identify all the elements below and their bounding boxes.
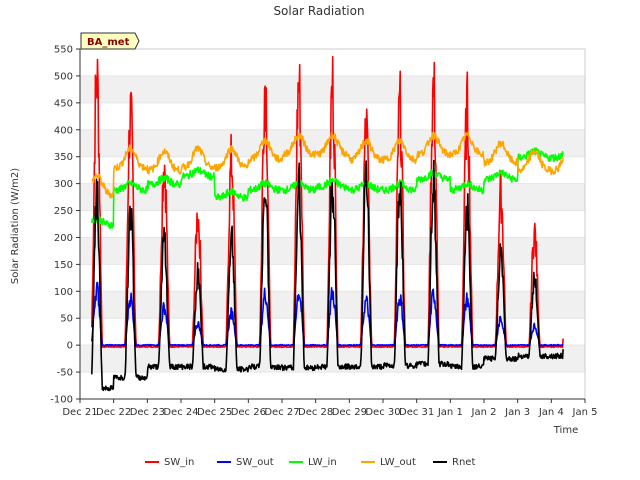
series-layer [91, 55, 564, 392]
x-tick-label: Dec 29 [332, 407, 367, 418]
station-badge: BA_met [80, 32, 140, 50]
legend: SW_in SW_out LW_in LW_out Rnet [145, 457, 475, 468]
x-tick-label: Dec 24 [163, 407, 198, 418]
y-tick-label: 550 [54, 45, 73, 56]
legend-label: Rnet [452, 457, 475, 468]
y-axis-label: Solar Radiation (W/m2) [10, 168, 21, 284]
x-tick-label: Jan 2 [471, 407, 497, 418]
station-badge-label: BA_met [87, 37, 130, 48]
plot-band [80, 237, 585, 265]
y-tick-label: -50 [57, 368, 73, 379]
y-tick-label: 300 [54, 179, 73, 190]
x-tick-label: Jan 3 [504, 407, 530, 418]
y-tick-label: 0 [67, 341, 73, 352]
x-tick-label: Dec 23 [130, 407, 165, 418]
legend-item: SW_in [145, 457, 194, 468]
y-tick-label: 150 [54, 260, 73, 271]
legend-label: SW_out [236, 457, 274, 468]
series-line-lw-out [91, 131, 564, 199]
legend-item: LW_out [361, 457, 416, 468]
y-tick-label: -100 [50, 395, 73, 406]
x-tick-label: Dec 31 [399, 407, 434, 418]
y-tick-label: 450 [54, 98, 73, 109]
legend-item: Rnet [433, 457, 475, 468]
x-tick-label: Dec 30 [365, 407, 400, 418]
legend-label: LW_in [308, 457, 337, 468]
y-tick-label: 100 [54, 287, 73, 298]
legend-item: LW_in [289, 457, 337, 468]
x-tick-label: Dec 25 [197, 407, 232, 418]
y-tick-label: 200 [54, 233, 73, 244]
chart-title: Solar Radiation [273, 4, 364, 18]
x-tick-label: Jan 4 [538, 407, 564, 418]
y-tick-label: 250 [54, 206, 73, 217]
x-tick-label: Dec 21 [62, 407, 97, 418]
x-tick-label: Dec 22 [96, 407, 131, 418]
y-tick-label: 350 [54, 152, 73, 163]
y-tick-label: 400 [54, 125, 73, 136]
y-axis: -100 -50 0 50 100 150 200 250 300 350 400 450 500 550 [50, 45, 80, 406]
series-line-lw-in [91, 147, 564, 230]
x-tick-label: Jan 5 [572, 407, 598, 418]
plot-band [80, 345, 585, 373]
x-tick-label: Dec 28 [298, 407, 333, 418]
legend-label: SW_in [164, 457, 194, 468]
x-axis-label: Time [553, 425, 578, 436]
legend-label: LW_out [380, 457, 416, 468]
y-tick-label: 500 [54, 71, 73, 82]
x-tick-label: Dec 27 [264, 407, 299, 418]
x-tick-label: Jan 1 [437, 407, 463, 418]
x-tick-label: Dec 26 [231, 407, 266, 418]
legend-item: SW_out [217, 457, 274, 468]
series-line-rnet [91, 159, 564, 392]
y-tick-label: 50 [60, 314, 73, 325]
